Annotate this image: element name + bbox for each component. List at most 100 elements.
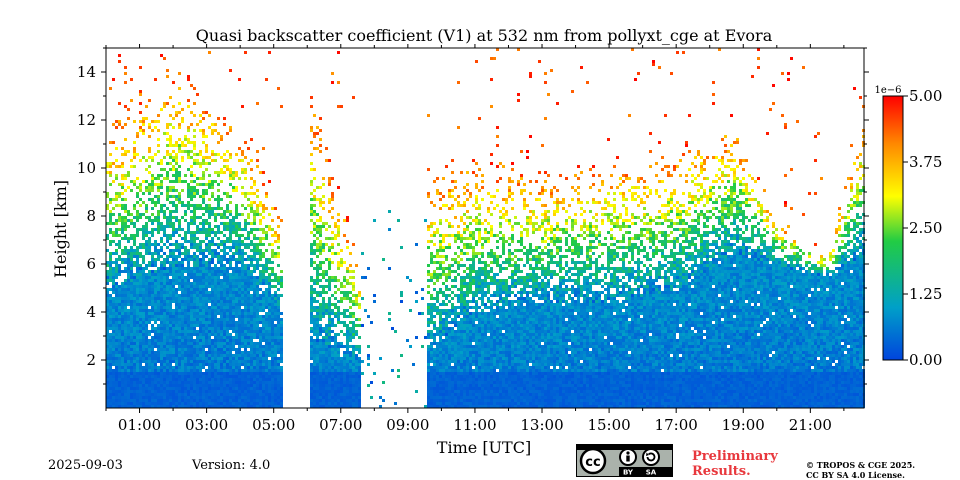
heatmap-column	[796, 120, 799, 408]
heatmap-column	[160, 54, 163, 408]
heatmap-column	[370, 321, 373, 399]
heatmap-column	[766, 132, 769, 408]
heatmap-column	[667, 165, 670, 408]
heatmap-column	[151, 120, 154, 408]
heatmap-column	[193, 87, 196, 408]
footer-date: 2025-09-03	[48, 458, 123, 473]
heatmap-column	[388, 210, 391, 321]
heatmap-column	[478, 117, 481, 408]
heatmap-column	[838, 207, 841, 408]
heatmap-column	[448, 189, 451, 408]
heatmap-column	[466, 171, 469, 408]
heatmap-column	[646, 186, 649, 408]
heatmap-column	[583, 210, 586, 408]
heatmap-column	[700, 156, 703, 408]
heatmap-column	[178, 72, 181, 408]
heatmap-column	[406, 276, 409, 342]
heatmap-column	[241, 105, 244, 408]
heatmap-column	[640, 177, 643, 408]
heatmap-column	[358, 291, 361, 408]
y-tick-label: 6	[86, 255, 96, 273]
heatmap-column	[823, 258, 826, 408]
heatmap-column	[556, 102, 559, 408]
y-tick-label: 2	[86, 351, 96, 369]
heatmap-column	[433, 180, 436, 408]
heatmap-column	[625, 174, 628, 408]
heatmap-column	[553, 186, 556, 408]
heatmap-column	[697, 150, 700, 408]
plot-frame	[105, 47, 865, 409]
heatmap-column	[163, 57, 166, 408]
heatmap-column	[784, 123, 787, 408]
heatmap-column	[658, 66, 661, 408]
heatmap-column	[202, 111, 205, 408]
heatmap-column	[334, 222, 337, 408]
heatmap-column	[106, 162, 109, 408]
heatmap-field	[106, 48, 865, 408]
colorbar-tick-label: 2.50	[909, 219, 942, 237]
heatmap-column	[340, 105, 343, 408]
colorbar-ticks: 0.00 1.25 2.50 3.75 5.00	[903, 87, 942, 369]
heatmap-column	[511, 162, 514, 408]
heatmap-column	[580, 66, 583, 408]
colorbar-tick-label: 3.75	[909, 153, 942, 171]
heatmap-column	[463, 186, 466, 408]
heatmap-column	[118, 54, 121, 408]
heatmap-column	[391, 327, 394, 372]
heatmap-column	[550, 69, 553, 408]
heatmap-column	[715, 156, 718, 408]
heatmap-column	[349, 252, 352, 408]
x-axis-label: Time [UTC]	[437, 438, 531, 457]
heatmap-column	[736, 138, 739, 408]
heatmap-column	[205, 111, 208, 408]
heatmap-column	[280, 105, 283, 408]
heatmap-column	[184, 135, 187, 408]
heatmap-column	[112, 78, 115, 408]
heatmap-column	[250, 138, 253, 408]
heatmap-column	[724, 135, 727, 408]
heatmap-column	[430, 201, 433, 408]
heatmap-column	[571, 90, 574, 408]
heatmap-column	[382, 258, 385, 402]
heatmap-column	[157, 114, 160, 408]
heatmap-column	[484, 219, 487, 408]
heatmap-column	[748, 174, 751, 408]
heatmap-column	[514, 216, 517, 408]
heatmap-column	[244, 51, 247, 408]
heatmap-column	[790, 57, 793, 408]
heatmap-column	[337, 51, 340, 408]
heatmap-column	[661, 156, 664, 408]
heatmap-column	[712, 81, 715, 408]
heatmap-column	[799, 249, 802, 408]
heatmap-column	[757, 48, 760, 408]
heatmap-column	[325, 147, 328, 408]
heatmap-column	[169, 96, 172, 408]
heatmap-column	[421, 288, 424, 348]
y-tick-label: 4	[86, 303, 96, 321]
heatmap-column	[529, 72, 532, 408]
heatmap-column	[754, 180, 757, 408]
heatmap-column	[394, 330, 397, 405]
colorbar-tick-label: 1.25	[909, 285, 942, 303]
heatmap-column	[685, 141, 688, 408]
heatmap-column	[262, 147, 265, 408]
heatmap-column	[493, 57, 496, 408]
heatmap-column	[730, 114, 733, 408]
heatmap-column	[268, 51, 271, 408]
heatmap-column	[772, 84, 775, 408]
heatmap-column	[499, 162, 502, 408]
heatmap-column	[496, 48, 499, 408]
heatmap-column	[223, 117, 226, 408]
x-tick-label: 07:00	[319, 416, 362, 434]
heatmap-column	[136, 132, 139, 408]
heatmap-column	[610, 174, 613, 408]
heatmap-column	[679, 159, 682, 408]
heatmap-column	[412, 363, 415, 366]
copyright-line1: © TROPOS & CGE 2025.	[806, 460, 916, 470]
heatmap-column	[703, 159, 706, 408]
heatmap-column	[196, 93, 199, 408]
y-axis-ticks: 2 4 6 8 10 12 14	[77, 47, 869, 385]
heatmap-column	[148, 99, 151, 408]
heatmap-column	[166, 69, 169, 408]
